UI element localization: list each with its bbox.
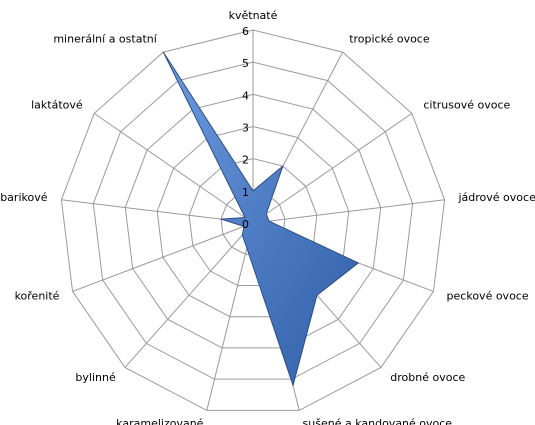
category-label: karamelizované bbox=[116, 417, 204, 425]
category-label: minerální a ostatní bbox=[53, 33, 157, 46]
spoke bbox=[252, 112, 413, 224]
spoke bbox=[72, 222, 254, 292]
grid-ring bbox=[156, 125, 350, 318]
spoke bbox=[93, 112, 254, 224]
tick-label: 3 bbox=[242, 122, 249, 135]
category-label: laktátové bbox=[31, 98, 83, 111]
data-area bbox=[162, 51, 359, 386]
category-label: tropické ovoce bbox=[349, 33, 430, 46]
spoke bbox=[252, 199, 445, 224]
category-label: jádrové ovoce bbox=[457, 191, 535, 204]
tick-label: 2 bbox=[242, 154, 249, 167]
category-label: bylinné bbox=[75, 371, 116, 384]
category-label: barikové bbox=[0, 191, 48, 204]
spoke bbox=[124, 222, 254, 368]
grid-ring bbox=[124, 93, 382, 349]
category-label: peckové ovoce bbox=[447, 289, 529, 302]
category-label: květnaté bbox=[229, 9, 278, 22]
grid-ring bbox=[92, 61, 414, 380]
grid-ring bbox=[60, 29, 446, 411]
category-label: sušené a kandované ovoce bbox=[303, 417, 453, 425]
category-label: citrusové ovoce bbox=[423, 98, 510, 111]
category-label: kořenité bbox=[15, 289, 60, 302]
tick-label: 1 bbox=[242, 186, 249, 199]
grid-ring bbox=[188, 158, 318, 286]
tick-label: 5 bbox=[242, 57, 249, 70]
tick-label: 4 bbox=[242, 89, 249, 102]
tick-label: 0 bbox=[242, 218, 249, 231]
spoke bbox=[206, 222, 254, 411]
tick-label: 6 bbox=[242, 25, 249, 38]
category-label: drobné ovoce bbox=[390, 371, 465, 384]
